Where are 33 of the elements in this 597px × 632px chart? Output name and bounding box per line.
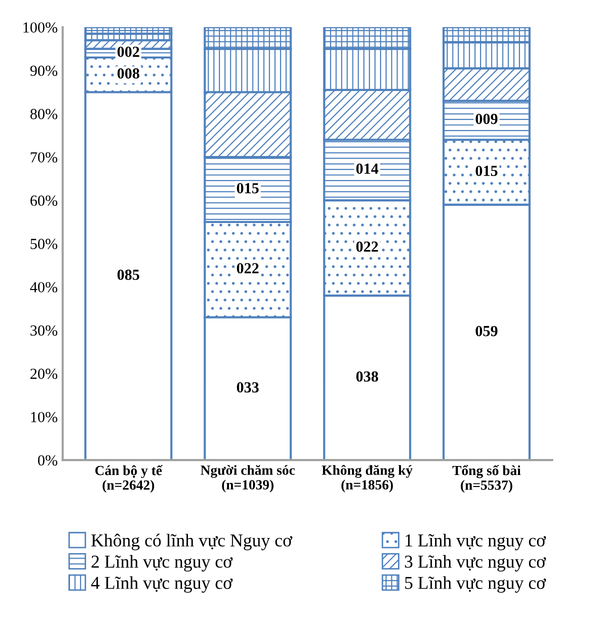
y-tick-label: 50% (30, 238, 58, 250)
data-label: 015 (476, 166, 498, 176)
data-label: 002 (117, 46, 140, 57)
data-label: 033 (236, 382, 259, 392)
legend-label: Không có lĩnh vực Nguy cơ (91, 534, 292, 550)
data-label: 085 (117, 270, 140, 280)
y-tick-label: 20% (30, 368, 58, 380)
data-label: 059 (476, 326, 498, 336)
data-label: 015 (236, 183, 259, 194)
data-label: 008 (117, 68, 140, 79)
legend-label: 2 Lĩnh vực nguy cơ (92, 555, 233, 572)
legend-label: 1 Lĩnh vực nguy cơ (406, 534, 546, 550)
y-tick-label: 60% (30, 195, 58, 206)
data-label: 014 (356, 164, 378, 174)
y-tick-label: 100% (24, 22, 58, 33)
y-tick-label: 70% (30, 152, 58, 163)
legend-label: 3 Lĩnh vực nguy cơ (404, 555, 546, 572)
x-tick-label: Cán bộ y tế (n=2642) (95, 464, 163, 493)
y-tick-label: 10% (31, 412, 58, 422)
data-label: 022 (356, 241, 378, 252)
y-tick-label: 80% (30, 108, 58, 120)
legend-label: 5 Lĩnh vực nguy cơ (405, 576, 546, 593)
data-label: 038 (356, 371, 378, 382)
x-tick-label: Không đăng ký (n=1856) (322, 464, 413, 492)
y-tick-label: 90% (30, 66, 58, 76)
y-tick-label: 0% (38, 455, 58, 466)
y-tick-label: 30% (30, 325, 58, 336)
x-tick-label: Người chăm sóc (n=1039) (200, 464, 295, 492)
data-label: 022 (236, 263, 259, 274)
legend-label: 4 Lĩnh vực nguy cơ (91, 576, 233, 593)
y-tick-label: 40% (30, 282, 58, 292)
data-label: 009 (476, 114, 498, 124)
x-tick-label: Tổng số bài (n=5537) (452, 464, 521, 493)
